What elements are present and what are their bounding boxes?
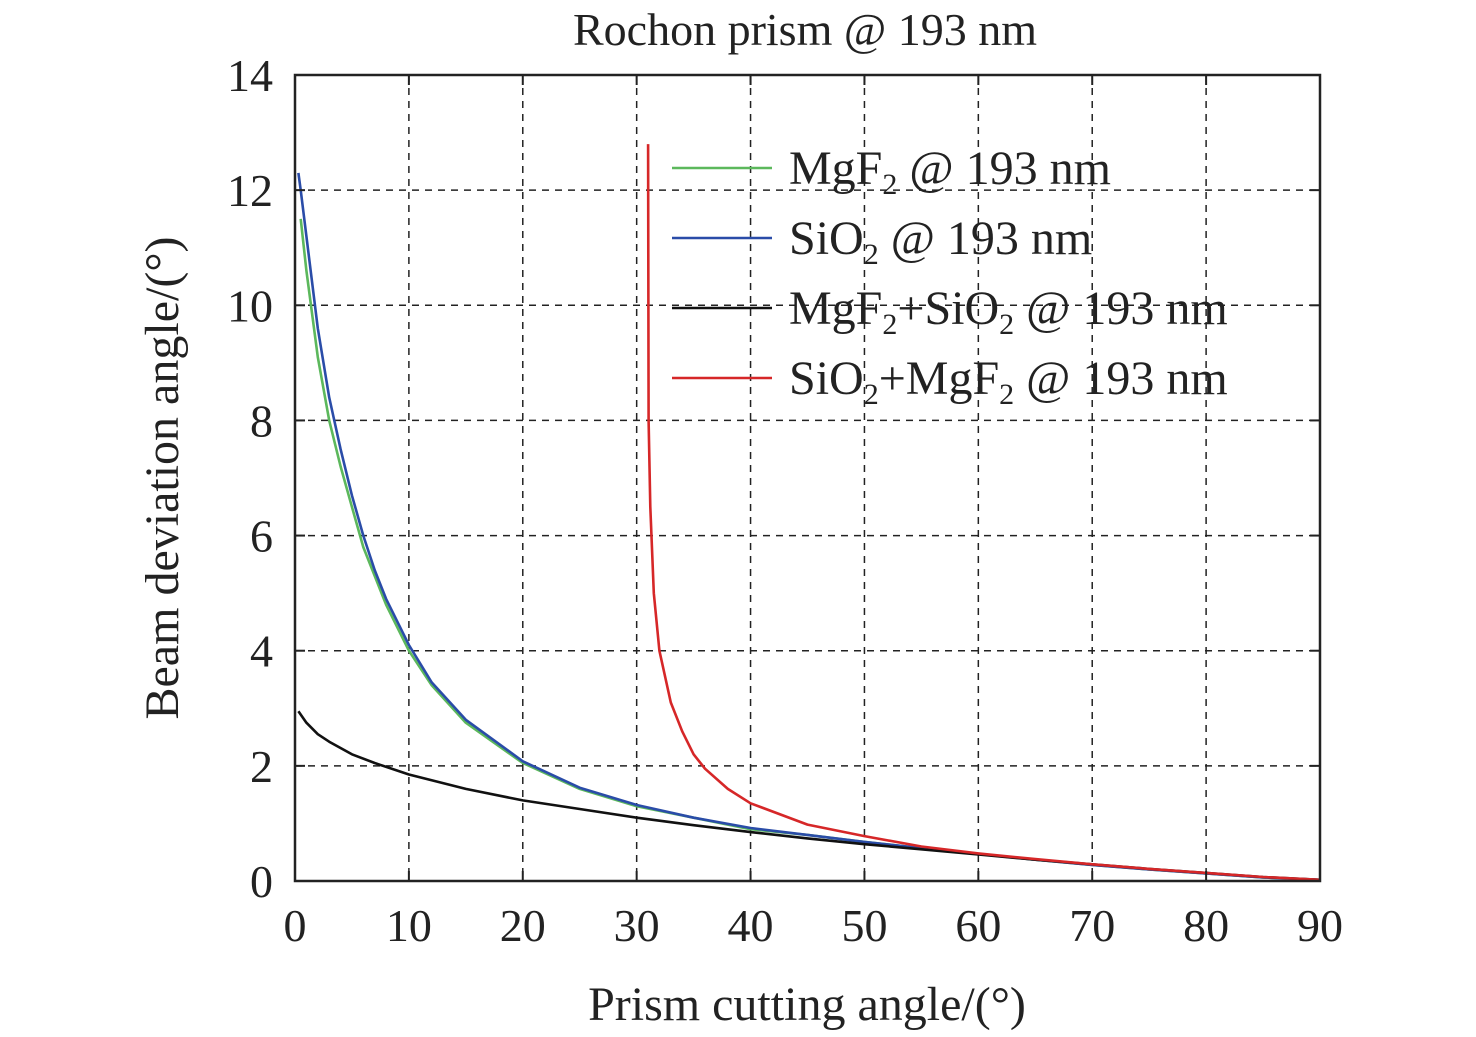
x-tick-label: 70 (1069, 900, 1115, 951)
x-tick-label: 10 (386, 900, 432, 951)
x-tick-label: 0 (284, 900, 307, 951)
series-line-1 (297, 172, 1321, 882)
y-tick-label: 14 (227, 50, 273, 101)
x-tick-label: 30 (614, 900, 660, 951)
x-tick-label: 90 (1297, 900, 1343, 951)
legend: MgF2 @ 193 nm SiO2 @ 193 nm MgF2+SiO2 @ 19… (672, 142, 1228, 411)
tick-labels: 0 10 20 30 40 50 60 70 80 90 0 2 4 6 8 10 12 14 (227, 50, 1343, 951)
x-tick-label: 20 (500, 900, 546, 951)
legend-label-3: SiO2+MgF2 @ 193 nm (789, 352, 1228, 411)
series-line-2 (297, 710, 1321, 882)
y-tick-label: 6 (250, 511, 273, 562)
x-tick-label: 60 (955, 900, 1001, 951)
y-tick-label: 8 (250, 395, 273, 446)
x-tick-label: 50 (841, 900, 887, 951)
chart-title: Rochon prism @ 193 nm (573, 4, 1037, 55)
series-layer (297, 144, 1321, 882)
plot-frame (293, 73, 1322, 883)
y-tick-label: 4 (250, 626, 273, 677)
y-axis-label: Beam deviation angle/(°) (136, 236, 189, 719)
x-axis-label: Prism cutting angle/(°) (588, 978, 1026, 1031)
ticks (294, 74, 1321, 882)
legend-label-1: SiO2 @ 193 nm (789, 212, 1092, 271)
legend-label-0: MgF2 @ 193 nm (789, 142, 1111, 201)
x-tick-label: 40 (728, 900, 774, 951)
y-tick-label: 2 (250, 741, 273, 792)
y-tick-label: 0 (250, 856, 273, 907)
series-line-3 (646, 144, 1321, 882)
y-tick-label: 12 (227, 165, 273, 216)
legend-label-2: MgF2+SiO2 @ 193 nm (789, 282, 1228, 341)
x-tick-label: 80 (1183, 900, 1229, 951)
y-tick-label: 10 (227, 280, 273, 331)
grid (295, 75, 1320, 881)
